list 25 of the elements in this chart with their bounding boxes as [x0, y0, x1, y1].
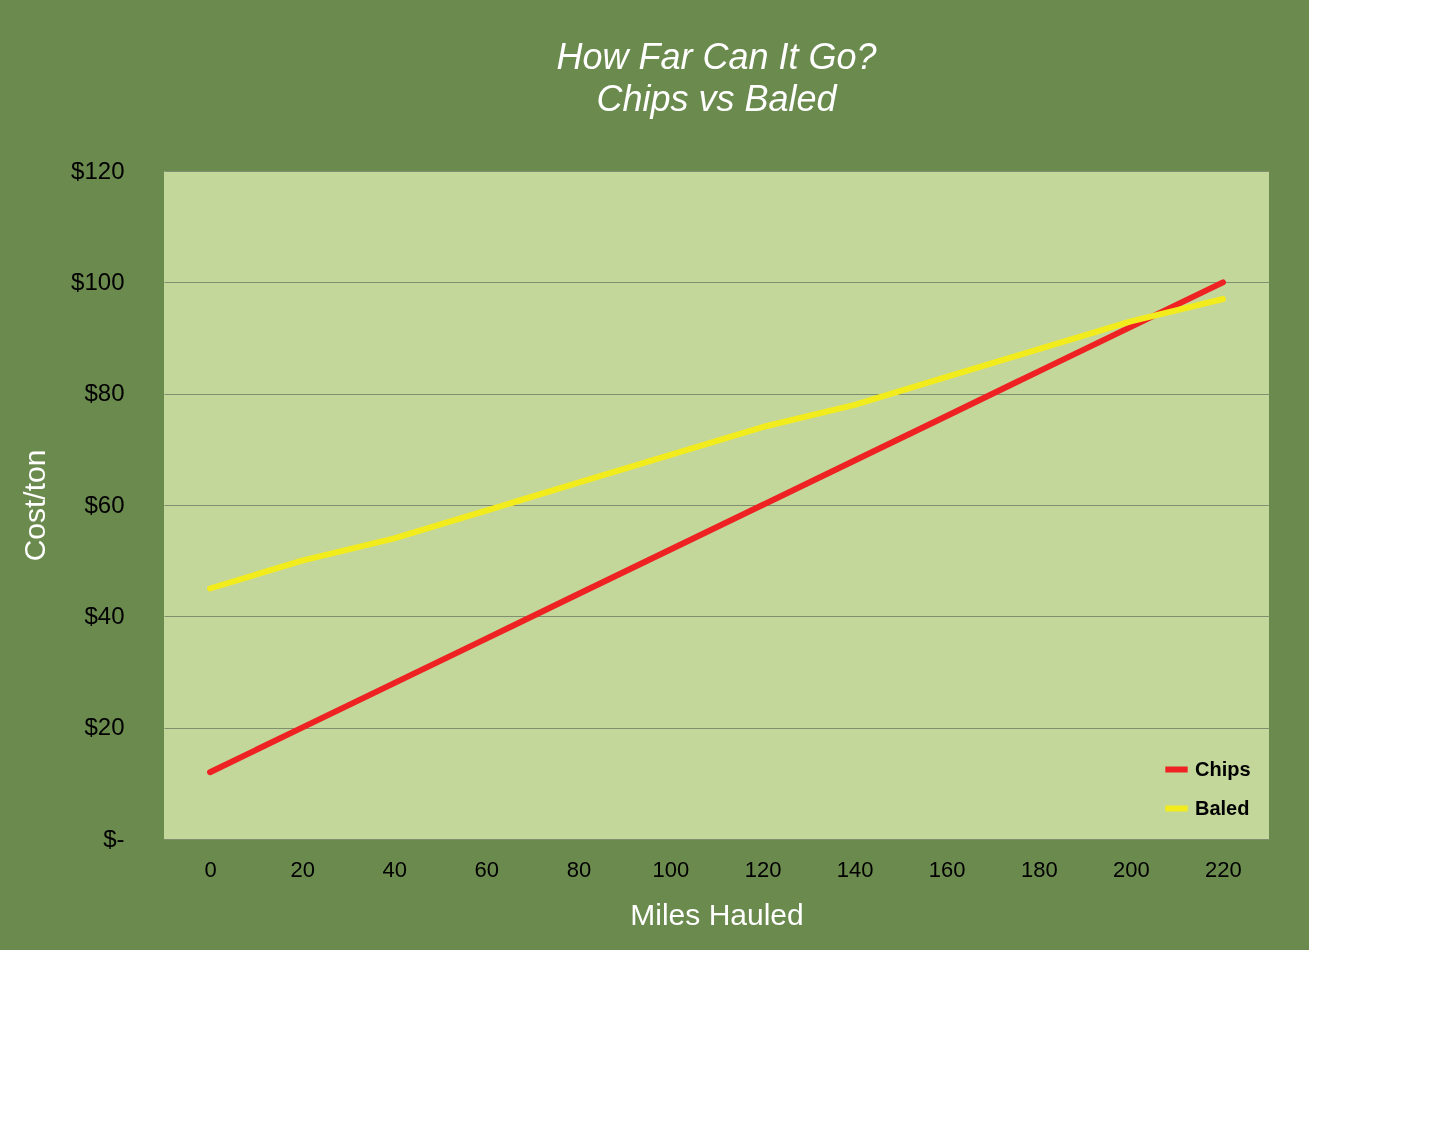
y-tick-label: $-	[103, 824, 125, 852]
y-tick-label: $60	[84, 490, 125, 518]
x-tick-label: 200	[1113, 856, 1150, 882]
y-tick-label: $40	[84, 601, 125, 629]
chart-title: How Far Can It Go?	[556, 36, 877, 77]
x-tick-label: 140	[836, 856, 874, 882]
legend-label: Chips	[1195, 757, 1251, 780]
x-tick-label: 40	[382, 856, 407, 882]
y-tick-label: $120	[71, 156, 125, 184]
x-tick-label: 160	[928, 856, 966, 882]
x-tick-label: 120	[744, 856, 782, 882]
x-tick-label: 220	[1205, 856, 1242, 882]
x-tick-label: 20	[290, 856, 315, 882]
x-tick-label: 100	[652, 856, 690, 882]
y-tick-label: $80	[84, 379, 125, 407]
x-axis-title: Miles Hauled	[630, 897, 804, 931]
x-tick-label: 60	[474, 856, 500, 882]
x-tick-label: 0	[204, 856, 217, 882]
y-tick-label: $100	[71, 267, 125, 295]
x-tick-label: 80	[566, 856, 592, 882]
legend-label: Baled	[1195, 796, 1250, 819]
y-tick-label: $20	[84, 713, 125, 741]
x-tick-label: 180	[1020, 856, 1058, 882]
chart-subtitle: Chips vs Baled	[596, 78, 838, 119]
y-axis-title: Cost/ton	[18, 449, 52, 562]
